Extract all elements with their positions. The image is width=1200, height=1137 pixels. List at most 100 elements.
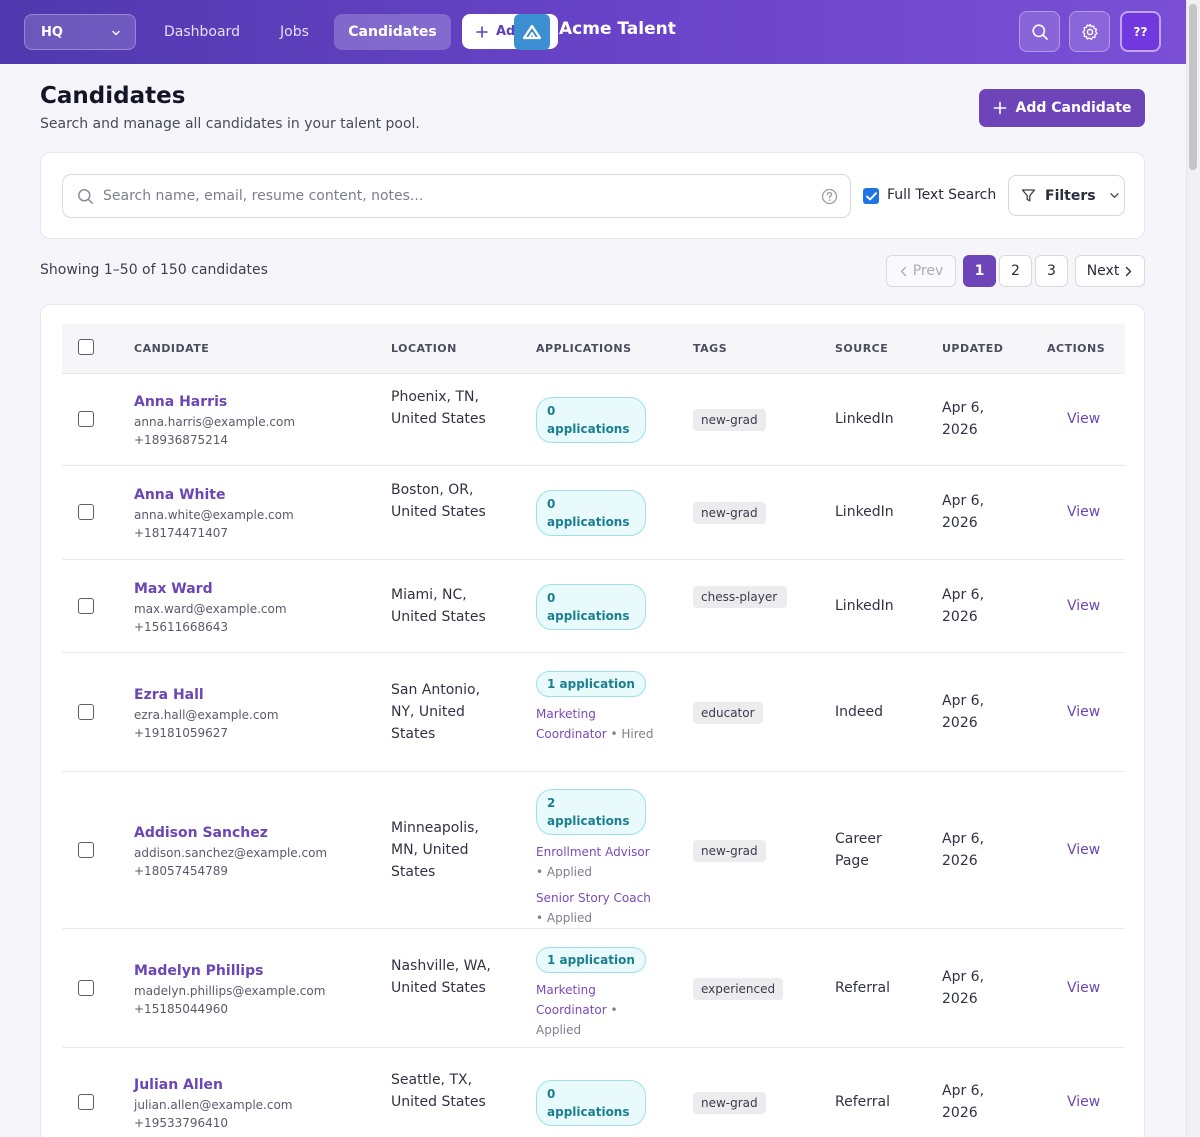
tags-cell: new-grad	[693, 839, 793, 862]
table-row: Anna Harris anna.harris@example.com +18936…	[62, 374, 1125, 466]
full-text-search-checkbox[interactable]	[863, 188, 879, 204]
chevron-left-icon	[899, 266, 908, 277]
applications-count-badge[interactable]: 1 application	[536, 670, 646, 697]
page-subtitle: Search and manage all candidates in your…	[40, 116, 420, 132]
nav-dashboard[interactable]: Dashboard	[164, 24, 240, 40]
tag-chip[interactable]: chess-player	[693, 585, 787, 608]
candidate-phone: +15185044960	[134, 1001, 229, 1016]
filter-icon	[1021, 188, 1036, 203]
location-text: Minneapolis, MN, United States	[391, 819, 479, 880]
help-circle-icon[interactable]	[821, 188, 838, 205]
row-checkbox[interactable]	[78, 979, 94, 996]
col-header-source[interactable]: SOURCE	[835, 342, 889, 355]
candidate-name-link[interactable]: Addison Sanchez	[134, 824, 268, 841]
view-candidate-link[interactable]: View	[1067, 597, 1101, 614]
candidate-email: addison.sanchez@example.com	[134, 845, 328, 860]
page-scrollbar[interactable]	[1186, 0, 1200, 1137]
row-checkbox[interactable]	[78, 1094, 94, 1110]
col-header-actions: ACTIONS	[1047, 342, 1106, 355]
source-text: Career Page	[835, 830, 882, 869]
candidate-name-link[interactable]: Max Ward	[134, 580, 213, 597]
filters-label: Filters	[1045, 187, 1096, 204]
page-button-2[interactable]: 2	[999, 255, 1032, 287]
scrollbar-thumb[interactable]	[1189, 4, 1197, 170]
candidate-name-link[interactable]: Anna White	[134, 487, 226, 503]
view-candidate-link[interactable]: View	[1067, 1094, 1101, 1110]
next-page-label: Next	[1086, 263, 1120, 279]
view-candidate-link[interactable]: View	[1067, 411, 1101, 427]
applications-count-badge[interactable]: 1 application	[536, 946, 646, 973]
col-header-applications[interactable]: APPLICATIONS	[536, 342, 632, 355]
applications-count-badge[interactable]: 0 applications	[536, 1080, 646, 1126]
tag-chip[interactable]: new-grad	[693, 839, 766, 862]
user-avatar[interactable]: ??	[1120, 11, 1161, 52]
nav-candidates[interactable]: Candidates	[334, 14, 451, 50]
page-button-1[interactable]: 1	[963, 255, 996, 287]
application-status: Applied	[546, 910, 593, 925]
chevron-right-icon	[1124, 266, 1133, 277]
source-text: Indeed	[835, 703, 884, 720]
separator-dot: •	[536, 864, 547, 879]
page-button-3[interactable]: 3	[1035, 255, 1068, 287]
row-checkbox[interactable]	[78, 504, 94, 520]
separator-dot: •	[606, 726, 622, 741]
candidate-name-link[interactable]: Madelyn Phillips	[134, 962, 264, 979]
separator-dot: •	[606, 1002, 618, 1017]
application-job-link[interactable]: Marketing Coordinator	[536, 706, 607, 741]
tag-chip[interactable]: new-grad	[693, 409, 766, 431]
candidate-cell: Julian Allen julian.allen@example.com +195…	[134, 1074, 374, 1132]
tags-cell: experienced	[693, 977, 793, 1000]
tag-chip[interactable]: experienced	[693, 977, 784, 1000]
candidate-name-link[interactable]: Anna Harris	[134, 394, 228, 410]
search-input[interactable]	[103, 175, 803, 217]
row-checkbox[interactable]	[78, 703, 94, 720]
tags-cell: new-grad	[693, 1092, 793, 1114]
col-header-candidate[interactable]: CANDIDATE	[134, 342, 210, 355]
row-checkbox[interactable]	[78, 597, 94, 614]
search-field[interactable]	[62, 174, 851, 218]
candidate-cell: Max Ward max.ward@example.com +15611668643	[134, 578, 374, 636]
settings-button[interactable]	[1069, 11, 1110, 52]
applications-cell: 1 application Marketing Coordinator • App…	[536, 946, 660, 1039]
prev-page-button[interactable]: Prev	[886, 255, 956, 287]
tag-chip[interactable]: new-grad	[693, 1092, 766, 1114]
next-page-button[interactable]: Next	[1075, 255, 1145, 287]
applications-cell: 0 applications	[536, 1080, 660, 1126]
application-entry: Senior Story Coach • Applied	[536, 887, 660, 927]
view-candidate-link[interactable]: View	[1067, 979, 1101, 996]
candidate-name-link[interactable]: Julian Allen	[134, 1077, 223, 1093]
tag-chip[interactable]: new-grad	[693, 502, 766, 524]
nav-jobs[interactable]: Jobs	[280, 24, 309, 40]
updated-date: Apr 6, 2026	[942, 830, 985, 869]
applications-count-badge[interactable]: 0 applications	[536, 490, 646, 536]
view-candidate-link[interactable]: View	[1067, 703, 1101, 720]
application-job-link[interactable]: Marketing Coordinator	[536, 982, 607, 1017]
add-candidate-button[interactable]: Add Candidate	[979, 89, 1145, 127]
candidate-name-link[interactable]: Ezra Hall	[134, 686, 204, 703]
full-text-search-label[interactable]: Full Text Search	[887, 187, 997, 203]
col-header-tags[interactable]: TAGS	[693, 342, 728, 355]
row-checkbox[interactable]	[78, 841, 94, 858]
source-text: Referral	[835, 1094, 890, 1110]
tag-chip[interactable]: educator	[693, 701, 763, 724]
application-job-link[interactable]: Enrollment Advisor	[536, 844, 650, 859]
search-panel: Full Text Search Filters	[40, 152, 1145, 239]
view-candidate-link[interactable]: View	[1067, 841, 1101, 858]
workspace-select[interactable]: HQ	[24, 14, 136, 50]
select-all-checkbox[interactable]	[78, 339, 94, 355]
application-job-link[interactable]: Senior Story Coach	[536, 890, 651, 905]
col-header-location[interactable]: LOCATION	[391, 342, 457, 355]
updated-date: Apr 6, 2026	[942, 400, 985, 438]
applications-count-badge[interactable]: 0 applications	[536, 397, 646, 443]
candidate-cell: Ezra Hall ezra.hall@example.com +191810596…	[134, 684, 374, 742]
row-checkbox[interactable]	[78, 411, 94, 427]
gear-icon	[1081, 23, 1099, 41]
view-candidate-link[interactable]: View	[1067, 504, 1101, 520]
search-button[interactable]	[1019, 11, 1060, 52]
applications-count-badge[interactable]: 0 applications	[536, 583, 646, 630]
candidate-cell: Anna Harris anna.harris@example.com +18936…	[134, 391, 374, 449]
col-header-updated[interactable]: UPDATED	[942, 342, 1004, 355]
applications-cell: 0 applications	[536, 397, 660, 443]
filters-button[interactable]: Filters	[1008, 175, 1125, 216]
applications-count-badge[interactable]: 2 applications	[536, 788, 646, 835]
